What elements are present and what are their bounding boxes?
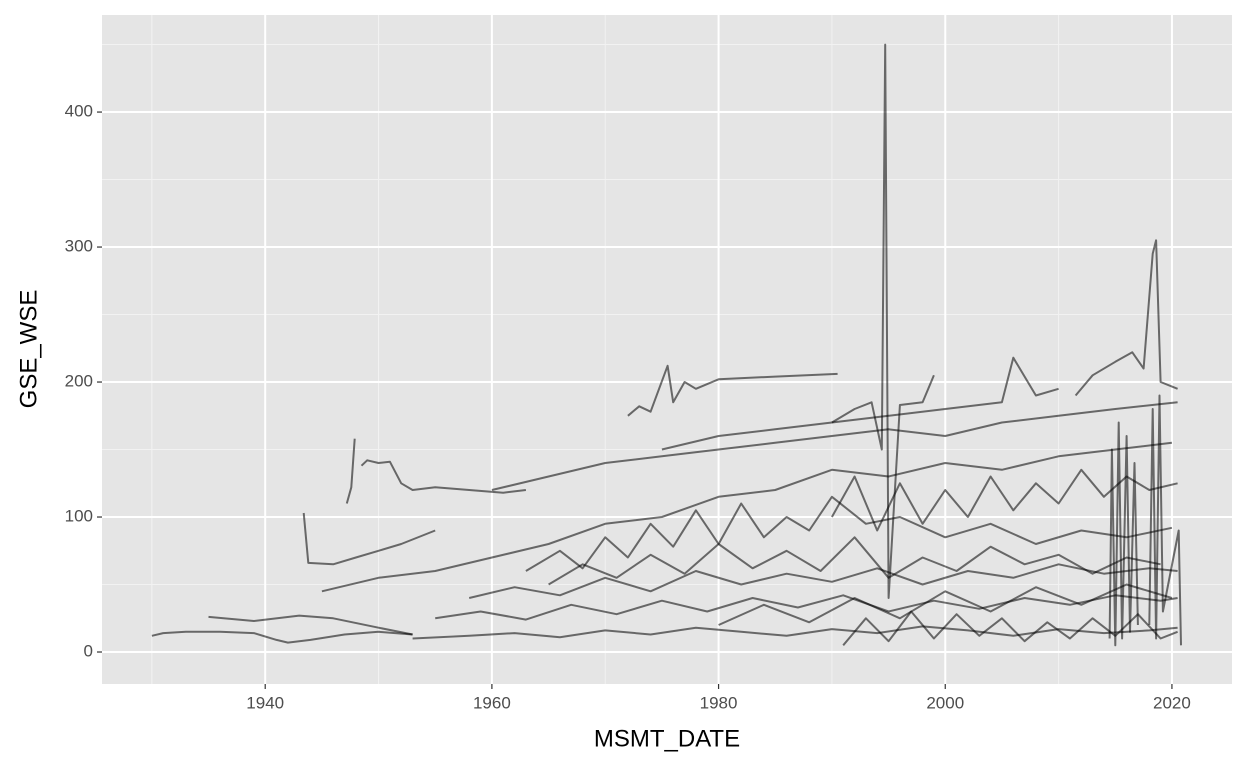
series-line — [360, 459, 527, 494]
x-axis-title: MSMT_DATE — [594, 725, 740, 752]
x-tick-label: 1980 — [700, 693, 738, 712]
series-line — [831, 43, 935, 599]
series-line — [321, 441, 1173, 593]
series-line — [1108, 421, 1139, 647]
series-line — [302, 512, 436, 566]
x-tick-label: 2000 — [926, 693, 964, 712]
series-line — [412, 625, 1178, 640]
series-line — [525, 495, 1173, 572]
y-axis-title: GSE_WSE — [15, 290, 42, 409]
series-line — [548, 536, 1161, 586]
y-tick-label: 400 — [65, 102, 93, 121]
plot-panel — [102, 15, 1232, 684]
series-line — [627, 364, 838, 417]
series-line — [1148, 394, 1182, 646]
series-line — [1074, 239, 1178, 397]
series-line — [208, 614, 413, 636]
series-line — [661, 356, 1059, 451]
series-line — [491, 401, 1178, 491]
y-tick-label: 0 — [84, 641, 93, 660]
series-line — [831, 468, 1178, 532]
series-line — [718, 583, 1173, 626]
y-tick-label: 100 — [65, 507, 93, 526]
x-tick-label: 2020 — [1153, 693, 1191, 712]
series-line — [345, 438, 356, 504]
series-line — [468, 563, 1178, 599]
series-line — [842, 610, 1178, 646]
x-tick-label: 1940 — [246, 693, 284, 712]
y-tick-label: 300 — [65, 237, 93, 256]
y-tick-label: 200 — [65, 372, 93, 391]
series-line — [151, 630, 413, 644]
x-tick-label: 1960 — [473, 693, 511, 712]
